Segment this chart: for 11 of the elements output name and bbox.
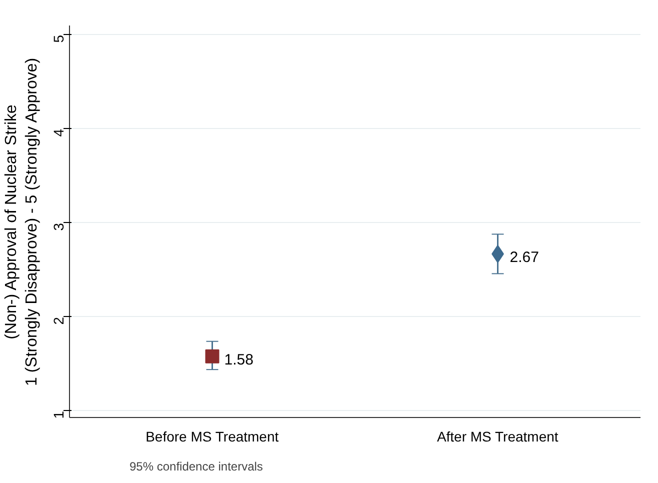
y-tick-label: 2 bbox=[50, 316, 66, 325]
y-axis-title: (Non-) Approval of Nuclear Strike 1 (Strongly Disapprove) - 5 (Strongly Approve) bbox=[3, 58, 40, 386]
data-label: 1.58 bbox=[224, 351, 254, 368]
text: 95% confidence intervals bbox=[130, 460, 263, 474]
x-tick-label: After MS Treatment bbox=[436, 428, 558, 444]
y-tick-label: 3 bbox=[50, 222, 66, 231]
y-tick-label: 4 bbox=[50, 128, 66, 137]
y-tick-label: 1 bbox=[50, 410, 66, 419]
y-tick-label: 5 bbox=[50, 34, 66, 43]
data-label: 2.67 bbox=[510, 248, 539, 266]
x-tick-label: Before MS Treatment bbox=[146, 428, 279, 444]
